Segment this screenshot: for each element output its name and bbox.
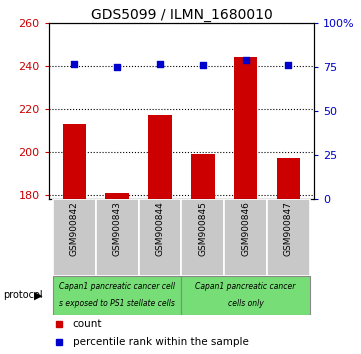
Bar xyxy=(63,124,86,199)
Bar xyxy=(139,199,182,276)
Bar xyxy=(267,199,310,276)
Text: GSM900842: GSM900842 xyxy=(70,201,79,256)
Text: count: count xyxy=(73,319,102,329)
Text: ▶: ▶ xyxy=(34,290,42,301)
Text: GSM900843: GSM900843 xyxy=(113,201,122,256)
Text: s exposed to PS1 stellate cells: s exposed to PS1 stellate cells xyxy=(59,299,175,308)
Bar xyxy=(53,199,96,276)
Bar xyxy=(234,57,257,199)
Text: Capan1 pancreatic cancer: Capan1 pancreatic cancer xyxy=(195,282,296,291)
Text: GSM900845: GSM900845 xyxy=(198,201,207,256)
Text: percentile rank within the sample: percentile rank within the sample xyxy=(73,337,248,347)
Bar xyxy=(224,199,267,276)
Text: Capan1 pancreatic cancer cell: Capan1 pancreatic cancer cell xyxy=(59,282,175,291)
Text: GSM900844: GSM900844 xyxy=(156,201,165,256)
Bar xyxy=(148,115,172,199)
Point xyxy=(157,61,163,66)
Point xyxy=(200,62,206,68)
Point xyxy=(71,61,77,66)
Bar xyxy=(191,154,214,199)
Bar xyxy=(96,199,139,276)
Bar xyxy=(105,193,129,199)
Point xyxy=(243,57,248,63)
Text: GSM900846: GSM900846 xyxy=(241,201,250,256)
Text: GSM900847: GSM900847 xyxy=(284,201,293,256)
Bar xyxy=(182,199,224,276)
Bar xyxy=(53,276,182,315)
Text: protocol: protocol xyxy=(4,290,43,301)
Text: cells only: cells only xyxy=(228,299,264,308)
Bar xyxy=(277,158,300,199)
Point xyxy=(114,64,120,70)
Bar xyxy=(182,276,310,315)
Point xyxy=(286,62,291,68)
Title: GDS5099 / ILMN_1680010: GDS5099 / ILMN_1680010 xyxy=(91,8,272,22)
